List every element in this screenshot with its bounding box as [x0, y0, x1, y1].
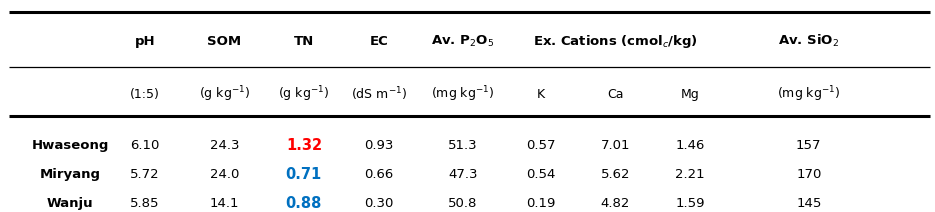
Text: 51.3: 51.3: [448, 139, 478, 152]
Text: 47.3: 47.3: [448, 168, 478, 181]
Text: 14.1: 14.1: [209, 197, 239, 210]
Text: 4.82: 4.82: [600, 197, 630, 210]
Text: SOM: SOM: [208, 35, 241, 48]
Text: 2.21: 2.21: [675, 168, 705, 181]
Text: 0.66: 0.66: [364, 168, 394, 181]
Text: Wanju: Wanju: [47, 197, 94, 210]
Text: 24.3: 24.3: [209, 139, 239, 152]
Text: 1.32: 1.32: [286, 138, 322, 153]
Text: 0.19: 0.19: [525, 197, 555, 210]
Text: (dS m$^{-1}$): (dS m$^{-1}$): [351, 85, 407, 103]
Text: (mg kg$^{-1}$): (mg kg$^{-1}$): [777, 85, 841, 104]
Text: 7.01: 7.01: [600, 139, 630, 152]
Text: 5.85: 5.85: [130, 197, 160, 210]
Text: 1.59: 1.59: [675, 197, 705, 210]
Text: Ex. Cations (cmol$_c$/kg): Ex. Cations (cmol$_c$/kg): [533, 33, 698, 50]
Text: 0.71: 0.71: [286, 167, 322, 182]
Text: 6.10: 6.10: [130, 139, 160, 152]
Text: Mg: Mg: [681, 88, 699, 101]
Text: (g kg$^{-1}$): (g kg$^{-1}$): [199, 85, 250, 104]
Text: 5.72: 5.72: [130, 168, 160, 181]
Text: 170: 170: [796, 168, 822, 181]
Text: 0.54: 0.54: [525, 168, 555, 181]
Text: (g kg$^{-1}$): (g kg$^{-1}$): [279, 85, 329, 104]
Text: TN: TN: [294, 35, 314, 48]
Text: Av. P$_2$O$_5$: Av. P$_2$O$_5$: [431, 34, 495, 49]
Text: 50.8: 50.8: [448, 197, 478, 210]
Text: 0.57: 0.57: [525, 139, 555, 152]
Text: Ca: Ca: [607, 88, 624, 101]
Text: Av. SiO$_2$: Av. SiO$_2$: [778, 33, 840, 49]
Text: 0.93: 0.93: [364, 139, 394, 152]
Text: EC: EC: [369, 35, 388, 48]
Text: (mg kg$^{-1}$): (mg kg$^{-1}$): [431, 85, 495, 104]
Text: 5.62: 5.62: [600, 168, 630, 181]
Text: 0.88: 0.88: [286, 196, 322, 211]
Text: Hwaseong: Hwaseong: [32, 139, 108, 152]
Text: 1.46: 1.46: [675, 139, 705, 152]
Text: (1:5): (1:5): [130, 88, 160, 101]
Text: 145: 145: [796, 197, 822, 210]
Text: pH: pH: [135, 35, 155, 48]
Text: 0.30: 0.30: [364, 197, 394, 210]
Text: 24.0: 24.0: [209, 168, 239, 181]
Text: 157: 157: [796, 139, 822, 152]
Text: K: K: [537, 88, 544, 101]
Text: Miryang: Miryang: [39, 168, 101, 181]
